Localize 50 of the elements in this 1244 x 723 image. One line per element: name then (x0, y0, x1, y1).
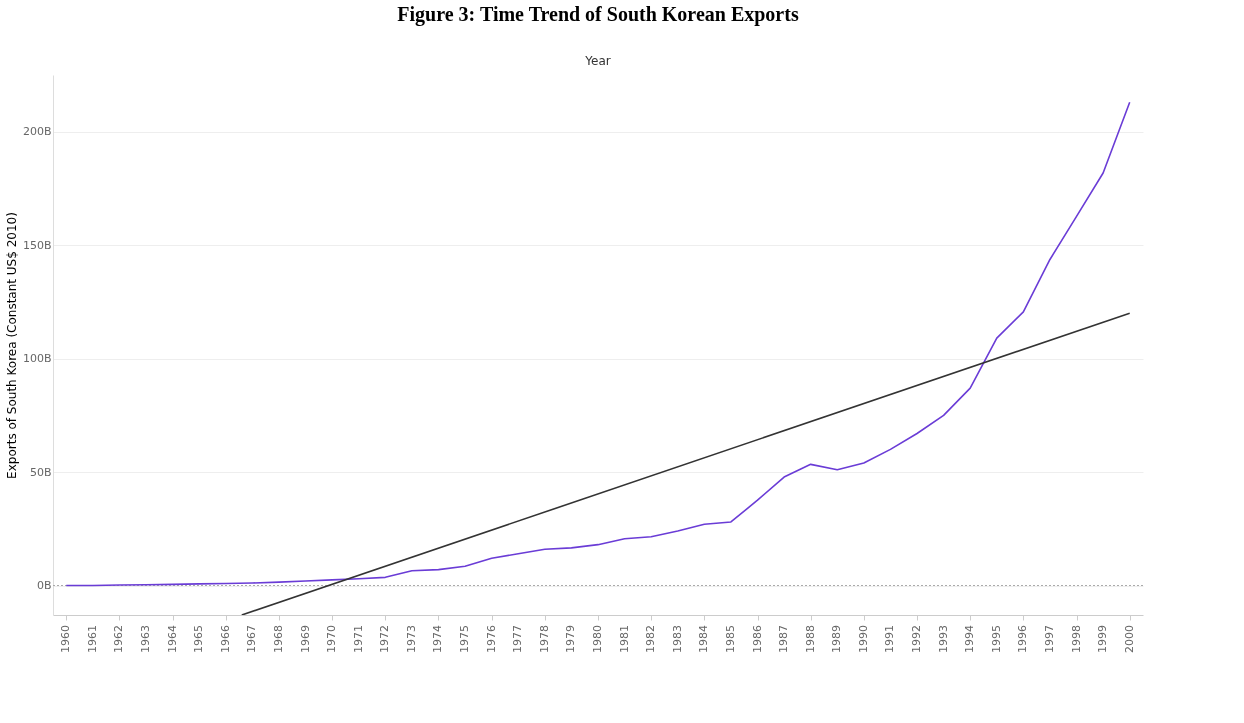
x-tick-label: 1960 (59, 625, 73, 653)
x-tick-label: 1966 (218, 625, 232, 653)
x-tick-label: 1981 (617, 625, 631, 653)
x-tick-label: 1974 (431, 625, 445, 653)
y-tick-label: 100B (22, 352, 52, 366)
x-tick-label: 1987 (777, 625, 791, 653)
x-tick-label: 1999 (1096, 625, 1110, 653)
x-tick-label: 1983 (670, 625, 684, 653)
x-tick-label: 1979 (564, 625, 578, 653)
x-tick-label: 1962 (112, 625, 126, 653)
x-tick-label: 1980 (591, 625, 604, 653)
y-tick-label: 200B (22, 125, 52, 139)
x-tick-label: 1991 (883, 625, 897, 653)
x-tick-label: 1965 (192, 625, 206, 653)
x-tick-label: 1988 (803, 625, 817, 653)
x-tick-label: 1978 (537, 625, 551, 653)
x-tick-label: 1970 (325, 625, 339, 653)
x-tick-label: 1992 (910, 625, 924, 653)
x-tick-label: 1994 (963, 625, 977, 653)
x-tick-label: 1963 (139, 625, 153, 653)
x-tick-label: 1968 (271, 625, 285, 653)
x-tick-label: 1972 (378, 625, 392, 653)
x-tick-label: 1969 (298, 625, 312, 653)
x-tick-label: 1998 (1069, 625, 1083, 653)
x-tick-label: 1967 (245, 625, 259, 653)
x-tick-label: 1973 (404, 625, 418, 653)
y-tick-label: 50B (29, 465, 52, 479)
x-tick-label: 1996 (1016, 625, 1030, 653)
x-tick-label: 1982 (644, 625, 658, 653)
x-tick-label: 1975 (458, 625, 472, 653)
x-tick-label: 1961 (85, 625, 99, 653)
x-tick-label: 1964 (165, 625, 179, 653)
x-tick-label: 2000 (1122, 625, 1136, 653)
x-tick-label: 1990 (856, 625, 870, 653)
line-series (65, 101, 1131, 587)
x-tick-label: 1985 (723, 625, 737, 653)
x-tick-label: 1977 (511, 625, 525, 653)
x-tick-label: 1976 (484, 625, 498, 653)
x-tick-label: 1989 (830, 625, 844, 653)
y-tick-label: 150B (22, 238, 52, 252)
x-tick-label: 1997 (1042, 625, 1056, 653)
chart-title: Figure 3: Time Trend of South Korean Exports (397, 3, 799, 26)
y-tick-label: 0B (36, 579, 52, 592)
x-tick-label: 1993 (936, 625, 950, 653)
y-axis-title: Exports of South Korea (Constant US$ 2010) (4, 212, 19, 479)
x-axis-title: Year (584, 54, 611, 68)
x-tick-label: 1971 (351, 625, 365, 653)
x-tick-label: 1984 (697, 625, 711, 653)
x-tick-label: 1995 (989, 625, 1003, 653)
x-tick-label: 1986 (750, 625, 764, 653)
